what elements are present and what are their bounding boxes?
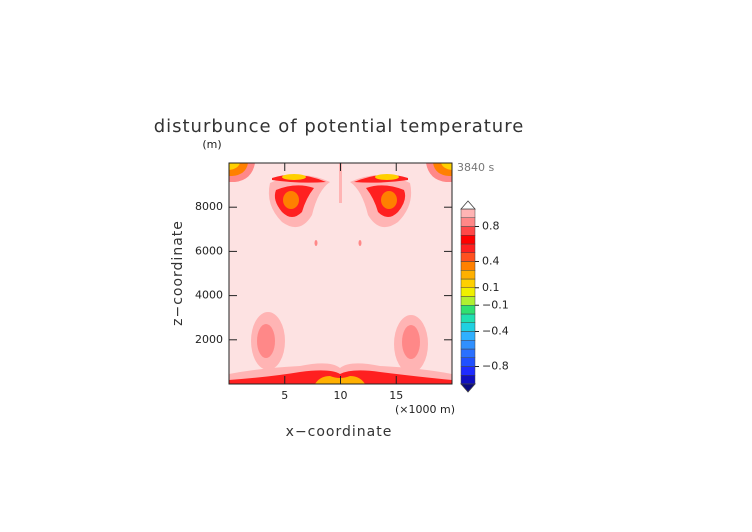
colorbar-tick-label: 0.4 bbox=[482, 255, 500, 268]
colorbar-tick-label: 0.8 bbox=[482, 220, 500, 233]
colorbar-extend-top bbox=[460, 200, 476, 210]
y-axis-label: z−coordinate bbox=[170, 220, 186, 326]
colorbar-band bbox=[460, 278, 476, 288]
colorbar-band bbox=[460, 375, 476, 385]
colorbar-band bbox=[460, 226, 476, 236]
y-tick-label: 4000 bbox=[195, 289, 223, 302]
x-axis-label: x−coordinate bbox=[286, 424, 393, 440]
colorbar-tick-label: −0.8 bbox=[482, 360, 509, 373]
colorbar-band bbox=[460, 331, 476, 341]
colorbar-band bbox=[460, 340, 476, 350]
y-tick-label: 8000 bbox=[195, 200, 223, 213]
colorbar-tick-label: 0.1 bbox=[482, 281, 500, 294]
y-tick-label: 6000 bbox=[195, 244, 223, 257]
x-tick-label: 10 bbox=[334, 389, 348, 402]
x-unit: (×1000 m) bbox=[395, 403, 455, 416]
colorbar-tick-label: −0.1 bbox=[482, 298, 509, 311]
y-tick-label: 2000 bbox=[195, 333, 223, 346]
contour-field bbox=[229, 163, 452, 384]
colorbar-band bbox=[460, 270, 476, 280]
time-label: 3840 s bbox=[457, 161, 494, 174]
x-tick-label: 5 bbox=[281, 389, 288, 402]
colorbar-band bbox=[460, 305, 476, 315]
colorbar-tick-label: −0.4 bbox=[482, 325, 509, 338]
colorbar-band bbox=[460, 287, 476, 297]
colorbar-band bbox=[460, 322, 476, 332]
colorbar-band bbox=[460, 243, 476, 253]
colorbar-band bbox=[460, 235, 476, 245]
chart-title: disturbunce of potential temperature bbox=[154, 116, 525, 137]
colorbar-band bbox=[460, 357, 476, 367]
x-tick-label: 15 bbox=[389, 389, 403, 402]
colorbar-band bbox=[460, 313, 476, 323]
colorbar-band bbox=[460, 348, 476, 358]
colorbar-band bbox=[460, 208, 476, 218]
colorbar-extend-bottom bbox=[460, 383, 476, 393]
colorbar-band bbox=[460, 217, 476, 227]
colorbar-band bbox=[460, 366, 476, 376]
y-unit: (m) bbox=[202, 138, 221, 151]
colorbar-band bbox=[460, 261, 476, 271]
colorbar-band bbox=[460, 252, 476, 262]
colorbar-band bbox=[460, 296, 476, 306]
